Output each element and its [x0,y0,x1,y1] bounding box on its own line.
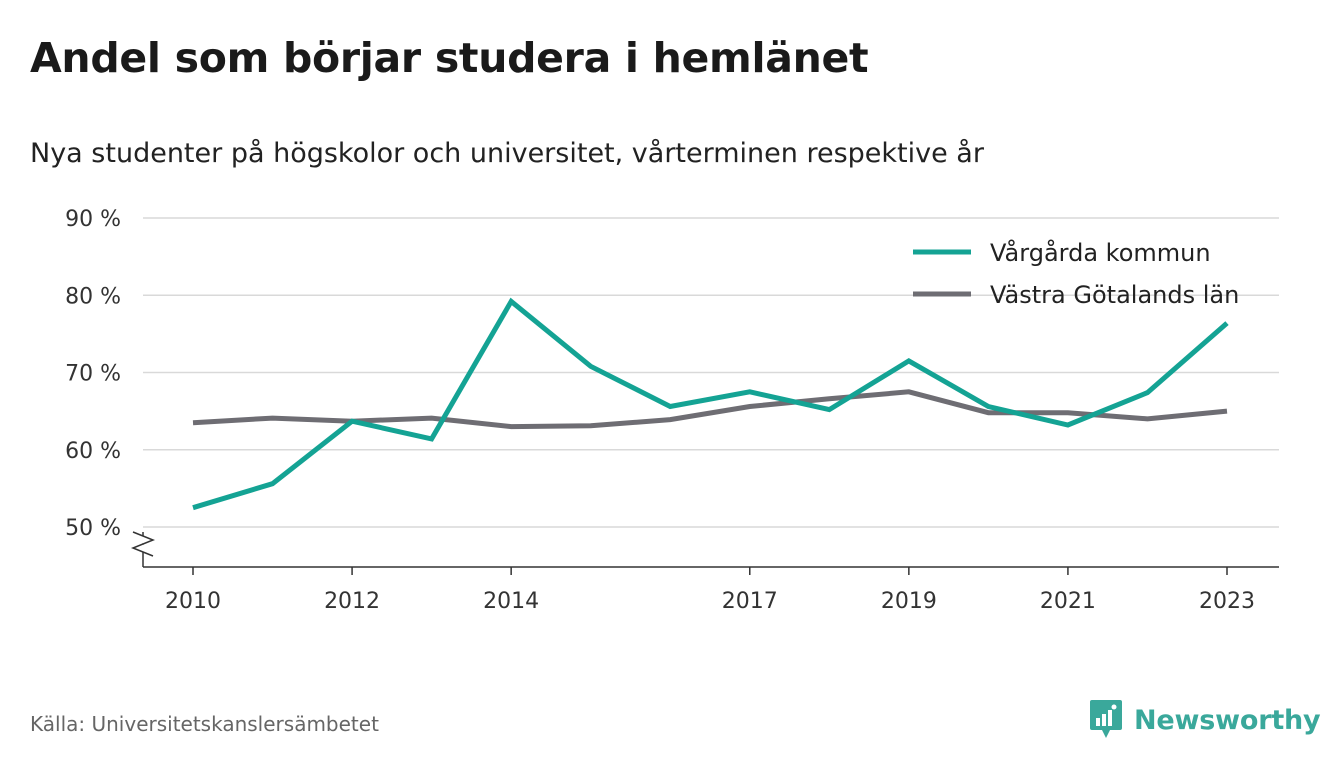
x-tick-label: 2021 [1040,589,1096,614]
axis-break-icon [130,531,156,557]
source-note: Källa: Universitetskanslersämbetet [30,712,379,736]
x-tick-label: 2019 [881,589,937,614]
x-tick-label: 2017 [722,589,778,614]
legend-label: Västra Götalands län [990,281,1239,309]
axis-layer: 50 % 60 % 70 % 80 % 90 % 2010 2012 2014 2017 2019… [65,207,1279,614]
y-tick-label: 60 % [65,439,121,464]
x-tick-label: 2010 [165,589,221,614]
y-tick-label: 70 % [65,362,121,387]
series-line [192,297,1229,511]
line-chart: 50 % 60 % 70 % 80 % 90 % 2010 2012 2014 2017 2019… [65,207,1279,614]
x-tick-label: 2014 [483,589,539,614]
series-line [192,389,1228,430]
brand-name: Newsworthy [1134,704,1321,736]
y-tick-label: 80 % [65,284,121,309]
x-tick-label: 2023 [1199,589,1255,614]
chart-title: Andel som börjar studera i hemlänet [30,34,869,82]
newsworthy-logo-icon [1090,700,1122,738]
y-tick-label: 50 % [65,516,121,541]
brand-logo: Newsworthy [1088,698,1321,742]
legend: Vårgårda kommun Västra Götalands län [913,238,1239,309]
grid-layer [143,217,1279,528]
x-tick-label: 2012 [324,589,380,614]
series-layer [192,297,1229,511]
chart-subtitle: Nya studenter på högskolor och universit… [30,138,984,169]
legend-label: Vårgårda kommun [990,238,1211,267]
y-tick-label: 90 % [65,207,121,232]
